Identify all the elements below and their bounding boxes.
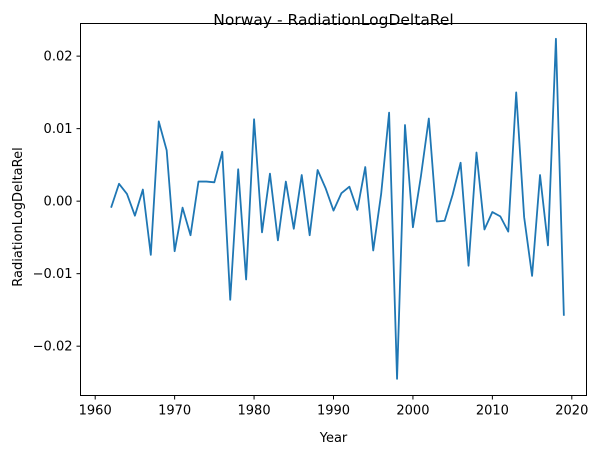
y-tick-label: 0.02 bbox=[44, 50, 73, 65]
series-line bbox=[110, 37, 565, 380]
x-tick-label: 1960 bbox=[79, 404, 112, 419]
x-tick-label: 1980 bbox=[238, 404, 271, 419]
x-tick-label: 2020 bbox=[555, 404, 588, 419]
x-axis-title: Year bbox=[319, 431, 348, 446]
x-tick-label: 1990 bbox=[317, 404, 350, 419]
y-tick-label: 0.01 bbox=[44, 122, 73, 137]
y-axis-title: RadiationLogDeltaRel bbox=[11, 147, 26, 286]
series-layer bbox=[110, 37, 565, 380]
x-tick-label: 1970 bbox=[158, 404, 191, 419]
chart-title: Norway - RadiationLogDeltaRel bbox=[213, 11, 453, 29]
y-axis: 0.02 0.01 0.00 −0.01 −0.02 bbox=[33, 50, 81, 355]
x-axis: 1960 1970 1980 1990 2000 2010 2020 bbox=[79, 395, 588, 419]
x-tick-label: 2010 bbox=[476, 404, 509, 419]
x-tick-label: 2000 bbox=[396, 404, 429, 419]
y-tick-label: −0.02 bbox=[33, 340, 73, 355]
y-tick-label: 0.00 bbox=[44, 195, 73, 210]
y-tick-label: −0.01 bbox=[33, 267, 73, 282]
